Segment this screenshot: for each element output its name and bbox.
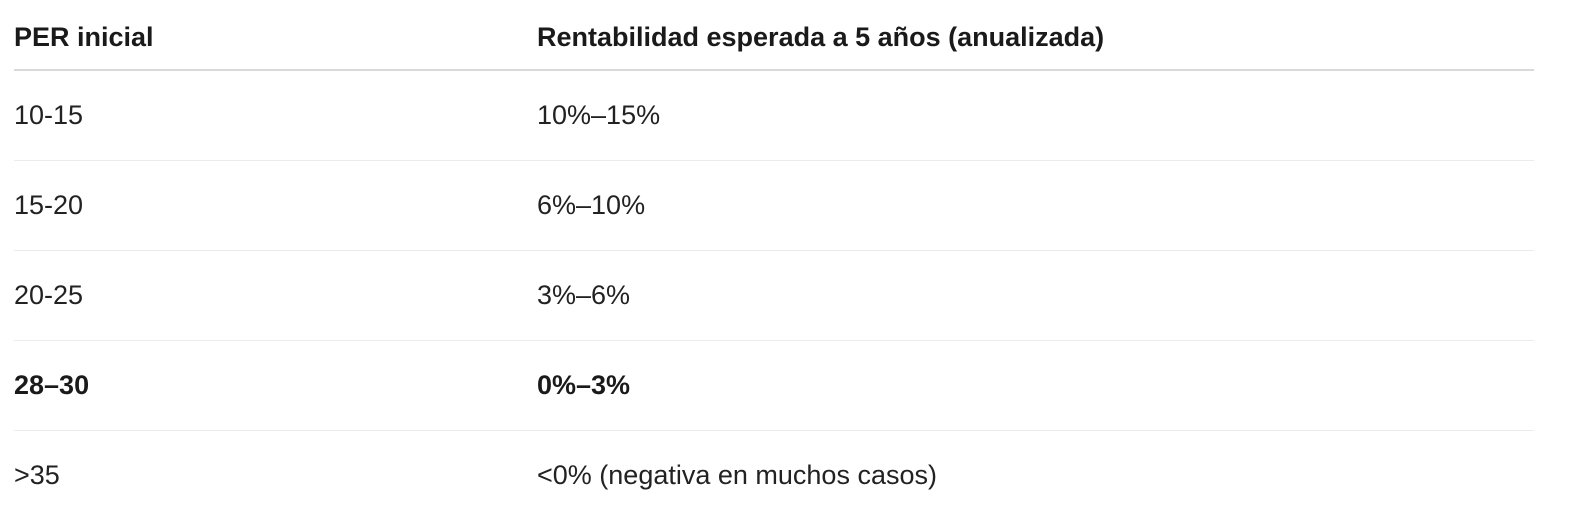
table-body: 10-15 10%–15% 15-20 6%–10% 20-25 3%–6% 2… <box>14 70 1534 520</box>
cell-return: 0%–3% <box>537 340 1534 431</box>
cell-return: <0% (negativa en muchos casos) <box>537 460 937 490</box>
table-row: 15-20 6%–10% <box>14 160 1534 251</box>
table-row: >35 <0% (negativa en muchos casos) <box>14 431 1534 521</box>
header-row: PER inicial Rentabilidad esperada a 5 añ… <box>14 0 1534 71</box>
cell-per: 10-15 <box>14 70 537 161</box>
table-row-highlighted: 28–30 0%–3% <box>14 340 1534 431</box>
table-row: 10-15 10%–15% <box>14 70 1534 161</box>
cell-per: 20-25 <box>14 250 537 341</box>
header-per-inicial: PER inicial <box>14 0 537 71</box>
cell-return: 3%–6% <box>537 250 1534 341</box>
cell-per: 28–30 <box>14 340 537 431</box>
cell-return: 6%–10% <box>537 160 1534 251</box>
cell-per: >35 <box>14 460 60 490</box>
cell-return: 10%–15% <box>537 70 1534 161</box>
header-rentabilidad: Rentabilidad esperada a 5 años (anualiza… <box>537 0 1534 71</box>
per-return-table-container: PER inicial Rentabilidad esperada a 5 añ… <box>14 0 1534 520</box>
per-return-table: PER inicial Rentabilidad esperada a 5 añ… <box>14 0 1534 520</box>
cell-per: 15-20 <box>14 160 537 251</box>
table-header: PER inicial Rentabilidad esperada a 5 añ… <box>14 0 1534 71</box>
table-row: 20-25 3%–6% <box>14 250 1534 341</box>
